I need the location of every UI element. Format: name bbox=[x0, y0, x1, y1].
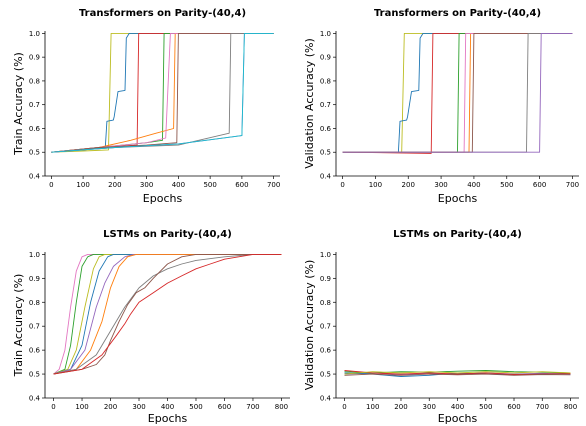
x-tick-label: 800 bbox=[275, 403, 288, 411]
series-line-5 bbox=[344, 371, 571, 375]
y-tick-label: 0.8 bbox=[29, 77, 40, 85]
y-tick-label: 1.0 bbox=[320, 30, 331, 38]
series-line-1 bbox=[53, 253, 282, 375]
x-tick-label: 500 bbox=[189, 403, 202, 411]
x-tick-label: 300 bbox=[434, 181, 447, 189]
x-tick-label: 0 bbox=[342, 403, 346, 411]
y-tick-label: 0.6 bbox=[29, 125, 41, 133]
y-axis-label: Validation Accuracy (%) bbox=[303, 38, 316, 169]
x-tick-label: 600 bbox=[533, 181, 546, 189]
y-tick-label: 0.6 bbox=[320, 347, 332, 355]
y-tick-label: 0.8 bbox=[29, 299, 40, 307]
x-tick-label: 100 bbox=[76, 181, 89, 189]
y-tick-label: 0.4 bbox=[29, 395, 41, 403]
y-axis-label: Train Accuracy (%) bbox=[12, 52, 25, 156]
x-axis-label: Epochs bbox=[143, 192, 183, 205]
y-tick-label: 0.5 bbox=[29, 149, 40, 157]
x-tick-label: 200 bbox=[104, 403, 117, 411]
x-tick-label: 100 bbox=[366, 403, 379, 411]
x-tick-label: 700 bbox=[267, 181, 280, 189]
x-axis-label: Epochs bbox=[148, 412, 188, 425]
series-line-6 bbox=[53, 253, 282, 375]
series-line-4 bbox=[51, 32, 274, 153]
panel-lstms-validation: LSTMs on Parity-(40,4) Epochs Validation… bbox=[303, 229, 579, 425]
y-tick-label: 1.0 bbox=[29, 251, 40, 259]
series-line-2 bbox=[51, 32, 274, 153]
series-line-5 bbox=[53, 253, 282, 375]
x-tick-label: 100 bbox=[369, 181, 382, 189]
chart-title: LSTMs on Parity-(40,4) bbox=[393, 229, 522, 240]
series-line-4 bbox=[53, 253, 282, 375]
series-line-10 bbox=[51, 32, 274, 153]
x-tick-label: 0 bbox=[340, 181, 344, 189]
x-tick-label: 400 bbox=[172, 181, 185, 189]
panel-lstms-train: LSTMs on Parity-(40,4) Epochs Train Accu… bbox=[12, 229, 290, 425]
x-tick-label: 500 bbox=[479, 403, 492, 411]
y-tick-label: 0.9 bbox=[29, 54, 40, 62]
series-line-4 bbox=[342, 32, 573, 153]
x-tick-label: 500 bbox=[203, 181, 216, 189]
panel-transformers-train: Transformers on Parity-(40,4) Epochs Tra… bbox=[12, 8, 280, 205]
x-tick-label: 100 bbox=[75, 403, 88, 411]
series-line-4 bbox=[344, 370, 571, 375]
y-tick-label: 0.9 bbox=[320, 275, 331, 283]
x-tick-label: 200 bbox=[394, 403, 407, 411]
x-tick-label: 700 bbox=[566, 181, 579, 189]
x-tick-label: 200 bbox=[108, 181, 121, 189]
y-tick-label: 0.4 bbox=[320, 395, 332, 403]
panel-transformers-validation: Transformers on Parity-(40,4) Epochs Val… bbox=[303, 8, 579, 205]
series-line-9 bbox=[342, 32, 573, 153]
x-tick-label: 0 bbox=[49, 181, 53, 189]
y-tick-label: 0.4 bbox=[29, 173, 41, 181]
x-tick-label: 0 bbox=[51, 403, 55, 411]
x-axis-label: Epochs bbox=[438, 412, 478, 425]
x-tick-label: 600 bbox=[218, 403, 231, 411]
y-tick-label: 0.7 bbox=[320, 101, 331, 109]
x-tick-label: 700 bbox=[246, 403, 259, 411]
y-tick-label: 0.5 bbox=[320, 149, 331, 157]
chart-title: Transformers on Parity-(40,4) bbox=[79, 8, 246, 19]
series-line-2 bbox=[342, 32, 573, 153]
chart-title: LSTMs on Parity-(40,4) bbox=[103, 229, 232, 240]
y-tick-label: 0.7 bbox=[29, 101, 40, 109]
x-tick-label: 600 bbox=[235, 181, 248, 189]
x-tick-label: 400 bbox=[161, 403, 174, 411]
y-tick-label: 0.5 bbox=[320, 371, 331, 379]
y-tick-label: 0.9 bbox=[320, 54, 331, 62]
y-tick-label: 0.6 bbox=[29, 347, 41, 355]
y-tick-label: 0.6 bbox=[320, 125, 332, 133]
series-line-7 bbox=[53, 253, 282, 375]
x-tick-label: 300 bbox=[140, 181, 153, 189]
series-line-2 bbox=[53, 253, 282, 375]
chart-title: Transformers on Parity-(40,4) bbox=[374, 8, 541, 19]
y-tick-label: 0.8 bbox=[320, 299, 331, 307]
series-line-7 bbox=[51, 32, 274, 153]
y-tick-label: 1.0 bbox=[320, 251, 331, 259]
y-axis-label: Train Accuracy (%) bbox=[12, 274, 25, 378]
x-tick-label: 500 bbox=[500, 181, 513, 189]
series-line-3 bbox=[53, 253, 282, 375]
x-tick-label: 600 bbox=[507, 403, 520, 411]
y-tick-label: 0.8 bbox=[320, 77, 331, 85]
x-tick-label: 700 bbox=[536, 403, 549, 411]
x-tick-label: 400 bbox=[451, 403, 464, 411]
x-tick-label: 300 bbox=[132, 403, 145, 411]
x-tick-label: 800 bbox=[564, 403, 577, 411]
series-line-9 bbox=[53, 253, 282, 375]
y-tick-label: 0.7 bbox=[29, 323, 40, 331]
x-tick-label: 200 bbox=[402, 181, 415, 189]
y-tick-label: 1.0 bbox=[29, 30, 40, 38]
series-line-6 bbox=[344, 373, 571, 376]
y-tick-label: 0.9 bbox=[29, 275, 40, 283]
y-tick-label: 0.4 bbox=[320, 173, 332, 181]
x-tick-label: 400 bbox=[467, 181, 480, 189]
y-axis-label: Validation Accuracy (%) bbox=[303, 260, 316, 391]
y-tick-label: 0.5 bbox=[29, 371, 40, 379]
x-axis-label: Epochs bbox=[438, 192, 478, 205]
x-tick-label: 300 bbox=[423, 403, 436, 411]
y-tick-label: 0.7 bbox=[320, 323, 331, 331]
series-line-8 bbox=[53, 253, 282, 375]
